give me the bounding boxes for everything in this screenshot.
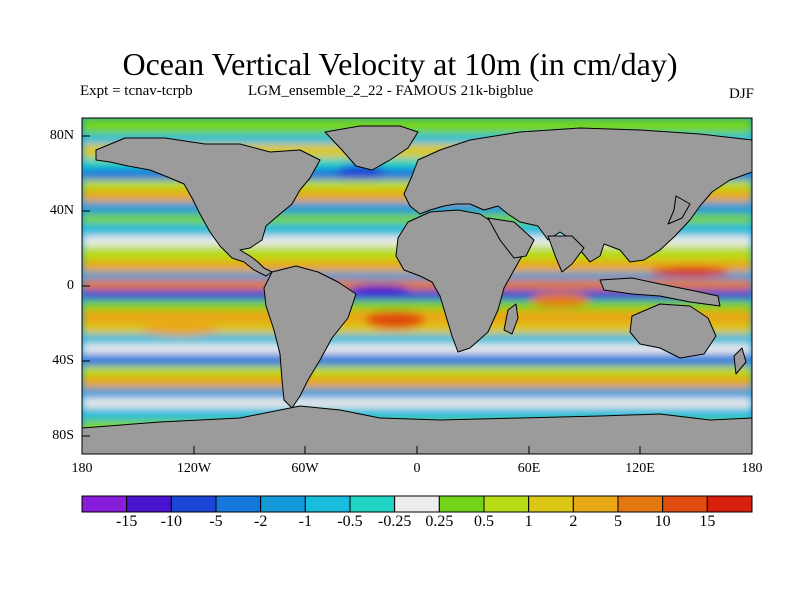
colorbar-swatch xyxy=(617,495,664,513)
colorbar-label: -0.5 xyxy=(337,513,363,530)
arabia xyxy=(487,217,535,259)
colorbar-label: 0.5 xyxy=(474,513,494,530)
lon-label-180e: 180 xyxy=(741,461,763,476)
colorbar-swatch xyxy=(528,495,574,513)
madagascar xyxy=(503,303,519,335)
colorbar-label: -2 xyxy=(253,513,268,530)
colorbar-label: 0.25 xyxy=(425,513,454,530)
colorbar-label: 10 xyxy=(654,513,671,530)
lat-label-80s: 80S xyxy=(52,428,74,443)
colorbar-swatch xyxy=(394,495,440,513)
colorbar-swatch xyxy=(349,495,396,513)
colorbar-swatch xyxy=(706,495,753,513)
colorbar-label: -15 xyxy=(115,513,138,530)
experiment-label: Expt = tcnav-tcrpb xyxy=(80,83,193,99)
colorbar-swatch xyxy=(126,495,172,513)
colorbar-swatch xyxy=(572,495,619,513)
north-america xyxy=(95,137,321,277)
antarctica xyxy=(82,405,752,454)
lon-label-0: 0 xyxy=(413,461,421,476)
lat-label-0: 0 xyxy=(67,278,74,293)
colorbar-label: 5 xyxy=(614,513,622,530)
south-america xyxy=(263,265,357,409)
colorbar-label: -10 xyxy=(160,513,182,530)
map-area xyxy=(82,118,752,454)
colorbar-label: 2 xyxy=(569,513,578,530)
new-zealand xyxy=(733,347,747,375)
eurasia xyxy=(403,127,752,263)
india xyxy=(547,235,585,273)
lon-label-60e: 60E xyxy=(517,461,541,476)
lat-label-40s: 40S xyxy=(52,353,74,368)
colorbar-swatch xyxy=(662,495,708,513)
colorbar-swatch xyxy=(438,495,485,513)
greenland xyxy=(324,125,419,171)
lon-label-120w: 120W xyxy=(176,461,212,476)
colorbar-swatch xyxy=(304,495,351,513)
colorbar-swatch xyxy=(483,495,530,513)
landmasses xyxy=(82,125,752,454)
colorbar-swatch xyxy=(81,495,128,513)
lat-label-40n: 40N xyxy=(49,203,74,218)
colorbar-label: -0.25 xyxy=(377,513,412,530)
season-label: DJF xyxy=(728,86,754,102)
lon-label-180w: 180 xyxy=(71,461,93,476)
australia xyxy=(629,303,717,359)
colorbar-label: -5 xyxy=(209,513,223,530)
run-label: LGM_ensemble_2_22 - FAMOUS 21k-bigblue xyxy=(248,83,534,99)
map-title: Ocean Vertical Velocity at 10m (in cm/da… xyxy=(122,46,678,82)
colorbar-label: -1 xyxy=(298,513,312,530)
colorbar-swatch xyxy=(170,495,217,513)
lon-label-120e: 120E xyxy=(625,461,655,476)
lat-label-80n: 80N xyxy=(49,128,74,143)
colorbar-label: 15 xyxy=(699,513,716,530)
indonesia xyxy=(599,277,721,307)
colorbar-label: 1 xyxy=(524,513,533,530)
colorbar xyxy=(81,495,753,513)
colorbar-swatch xyxy=(260,495,306,513)
japan xyxy=(667,195,691,225)
axis-ticks xyxy=(82,135,641,454)
lon-label-60w: 60W xyxy=(291,461,319,476)
colorbar-swatch xyxy=(215,495,262,513)
